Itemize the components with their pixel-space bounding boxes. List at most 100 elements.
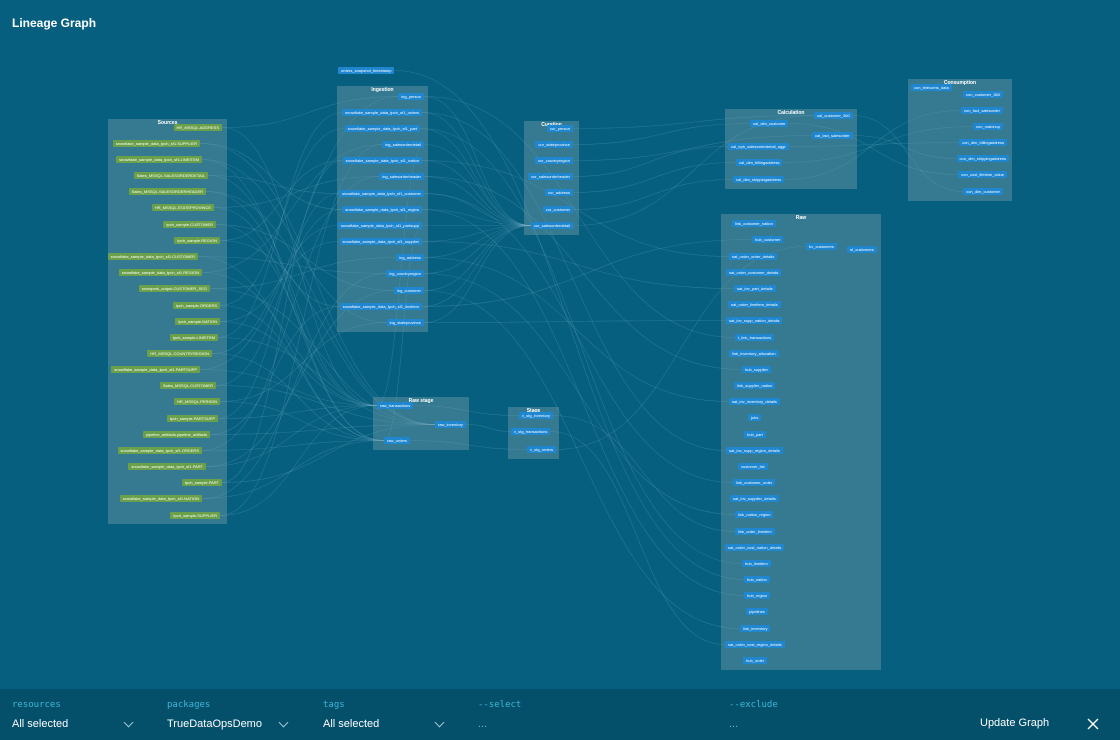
graph-node-raw[interactable]: sf_customers (847, 246, 877, 253)
exclude-filter[interactable]: --exclude ... (729, 689, 959, 740)
resources-filter[interactable]: resources All selected (12, 689, 134, 740)
chevron-down-icon[interactable] (434, 717, 445, 728)
graph-node-source[interactable]: Sales_MSSQL.SALESORDERDETAIL (133, 172, 208, 179)
graph-node-raw[interactable]: hub_order (743, 657, 768, 664)
graph-node-source[interactable]: snowflake_sample_data_tpch_sf1.PART (128, 463, 206, 470)
graph-node-source[interactable]: tpch_sample.CUSTOMER (163, 221, 216, 228)
graph-node-raw[interactable]: hub_lineitem (742, 560, 771, 567)
close-icon[interactable] (1086, 717, 1100, 731)
graph-node-raw-stage[interactable]: raw_transactions (377, 402, 414, 409)
select-input[interactable]: ... (478, 718, 488, 730)
graph-node-calculation[interactable]: cal_dim_shippingaddress (733, 176, 785, 183)
graph-node-source[interactable]: tpch_sample.SUPPLIER (170, 512, 220, 519)
graph-node-raw[interactable]: sat_order_customer_details (726, 269, 782, 276)
graph-node-raw[interactable]: pipelines (746, 608, 768, 615)
graph-node-raw[interactable]: link_nation_region (735, 511, 774, 518)
graph-node-raw[interactable]: customer_list (738, 463, 768, 470)
graph-node-source[interactable]: snowflake_sample_data_tpch_sf1.LINEITEM (116, 156, 202, 163)
graph-node-stage[interactable]: v_stg_orders (527, 446, 557, 453)
graph-node-ingestion[interactable]: ing_stateprovince (386, 319, 424, 326)
graph-node-consumption[interactable]: con_customer_360 (962, 91, 1003, 98)
graph-node-source[interactable]: Sales_MSSQL.CUSTOMER (159, 382, 216, 389)
chevron-down-icon[interactable] (123, 717, 134, 728)
graph-node-ingestion[interactable]: snowflake_sample_data_tpch_sf1_customer (339, 190, 424, 197)
graph-node-curation[interactable]: cur_address (544, 189, 573, 196)
resources-select[interactable]: All selected (12, 718, 69, 730)
graph-node-raw[interactable]: link_inventory_allocation (729, 350, 779, 357)
graph-node-raw[interactable]: sat_order_cust_region_details (725, 641, 785, 648)
graph-node-raw[interactable]: sat_order_lineitem_details (728, 301, 781, 308)
select-filter[interactable]: --select ... (478, 689, 708, 740)
graph-node-raw[interactable]: link_order_lineitem (735, 528, 775, 535)
graph-node-ingestion[interactable]: snowflake_sample_data_tpch_sf1_nation (342, 157, 422, 164)
graph-node-calculation[interactable]: cal_fact_salesorder (812, 132, 853, 139)
graph-node-raw[interactable]: link_customer_order (733, 479, 776, 486)
graph-node-ingestion[interactable]: ing_address (396, 254, 424, 261)
graph-node-ingestion[interactable]: snowflake_sample_data_tpch_sf1_partsupp (337, 222, 422, 229)
graph-node-source[interactable]: tpch_sample.PART (181, 479, 222, 486)
graph-node-source[interactable]: pipeline_artifacts.pipeline_artifacts (142, 431, 210, 438)
graph-node-consumption[interactable]: con_telecoms_data (911, 84, 952, 91)
graph-node-curation[interactable]: cur_salesorderdetail (530, 222, 573, 229)
graph-node-curation[interactable]: cur_salesorderheader (528, 173, 573, 180)
graph-node-ingestion[interactable]: snowflake_sample_data_tpch_sf1_lineitem (339, 303, 422, 310)
graph-node-source[interactable]: HR_MSSQL.STATEPROVINCE (151, 204, 214, 211)
graph-node-source[interactable]: tpch_sample.REGION (174, 237, 220, 244)
graph-node-raw[interactable]: sat_order_order_details (729, 253, 778, 260)
graph-node-raw-stage[interactable]: raw_inventory (435, 421, 466, 428)
graph-node-source[interactable]: Sales_MSSQL.SALESORDERHEADER (128, 188, 206, 195)
graph-node-stage[interactable]: v_stg_inventory (519, 412, 554, 419)
graph-node-raw-stage[interactable]: raw_orders (384, 437, 411, 444)
graph-node-calculation[interactable]: cal_dim_customer (750, 120, 789, 127)
graph-node-curation[interactable]: cur_stateprovince (535, 141, 573, 148)
graph-node-source[interactable]: snowflake_sample_data_tpch_sf1.CUSTOMER (107, 253, 198, 260)
graph-node-curation[interactable]: cur_customer (542, 206, 573, 213)
graph-node-ingestion[interactable]: snowflake_sample_data_tpch_sf1_orders (342, 109, 422, 116)
graph-node-consumption[interactable]: con_dim_shippingaddress (956, 155, 1009, 162)
graph-node-source[interactable]: tpch_sample.NATION (175, 318, 220, 325)
graph-node-source[interactable]: snowpark_output.CUSTOMER_SEG (138, 285, 210, 292)
graph-node-consumption[interactable]: con_dim_customer (963, 188, 1003, 195)
graph-node-orders-snapshot[interactable]: orders_snapshot_timestamp (338, 67, 395, 74)
graph-node-source[interactable]: tpch_sample.LINEITEM (169, 334, 218, 341)
exclude-input[interactable]: ... (729, 718, 739, 730)
graph-node-raw[interactable]: sat_inv_part_details (734, 285, 776, 292)
update-graph-button[interactable]: Update Graph (980, 717, 1050, 729)
graph-node-source[interactable]: tpch_sample.PARTSUPP (167, 415, 218, 422)
graph-node-consumption[interactable]: con_cust_lifetime_value (958, 171, 1007, 178)
graph-node-consumption[interactable]: con_fact_salesorder (960, 107, 1003, 114)
graph-node-source[interactable]: tpch_sample.ORDERS (173, 302, 220, 309)
graph-node-ingestion[interactable]: ing_person (398, 93, 424, 100)
graph-node-raw[interactable]: hub_supplier (742, 366, 771, 373)
graph-node-stage[interactable]: v_stg_transactions (511, 428, 551, 435)
tags-select[interactable]: All selected (323, 718, 380, 730)
graph-node-raw[interactable]: sat_inv_inventory_details (729, 398, 780, 405)
graph-node-calculation[interactable]: cal_eph_salesorderdetail_aggr (728, 143, 789, 150)
graph-node-source[interactable]: snowflake_sample_data_tpch_sf1.NATION (119, 495, 202, 502)
graph-node-source[interactable]: HR_MSSQL.ADDRESS (173, 124, 222, 131)
graph-node-raw[interactable]: sat_inv_supp_nation_details (726, 317, 783, 324)
graph-node-ingestion[interactable]: ing_customer (393, 287, 424, 294)
packages-filter[interactable]: packages TrueDataOpsDemo (167, 689, 289, 740)
graph-node-source[interactable]: snowflake_sample_data_tpch_sf1.REGION (118, 269, 202, 276)
graph-node-ingestion[interactable]: snowflake_sample_data_tpch_sf1_supplier (339, 238, 422, 245)
graph-node-raw[interactable]: hub_region (744, 592, 771, 599)
chevron-down-icon[interactable] (278, 717, 289, 728)
graph-node-raw[interactable]: hub_part (744, 431, 766, 438)
graph-node-ingestion[interactable]: ing_salesorderheader (379, 173, 424, 180)
graph-node-consumption[interactable]: con_dim_billingaddress (959, 139, 1007, 146)
graph-node-source[interactable]: snowflake_sample_data_tpch_sf1.SUPPLIER (112, 140, 200, 147)
graph-node-raw[interactable]: hub_customer (752, 236, 784, 243)
graph-node-raw[interactable]: t_link_transactions (735, 334, 775, 341)
graph-node-raw[interactable]: sat_inv_supplier_details (730, 495, 779, 502)
tags-filter[interactable]: tags All selected (323, 689, 445, 740)
graph-node-consumption[interactable]: con_matchup (972, 123, 1003, 130)
graph-node-source[interactable]: HR_MSSQL.COUNTRYREGION (147, 350, 212, 357)
graph-node-ingestion[interactable]: ing_countryregion (386, 270, 424, 277)
graph-node-calculation[interactable]: cal_dim_billingaddress (736, 159, 783, 166)
graph-node-raw[interactable]: link_supplier_nation (734, 382, 776, 389)
graph-node-calculation[interactable]: cal_customer_360 (814, 112, 853, 119)
graph-node-raw[interactable]: bv_customers (806, 243, 837, 250)
graph-node-ingestion[interactable]: snowflake_sample_data_tpch_sf1_part (344, 125, 420, 132)
graph-node-ingestion[interactable]: snowflake_sample_data_tpch_sf1_region (342, 206, 422, 213)
